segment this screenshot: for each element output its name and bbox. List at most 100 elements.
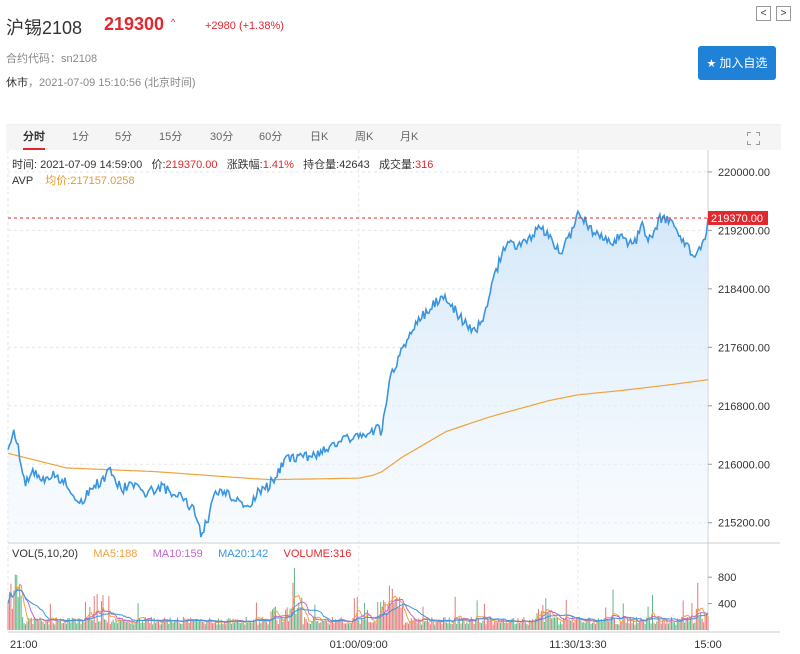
price-label: 价: — [151, 159, 166, 171]
volume-bar — [632, 619, 634, 630]
volume-bar — [222, 624, 224, 630]
volume-bar — [469, 619, 471, 630]
next-arrow-button[interactable]: > — [776, 6, 791, 21]
volume-bar — [25, 624, 27, 630]
volume-bar — [73, 618, 75, 630]
volume-bar — [688, 621, 690, 630]
volume-bar — [197, 621, 199, 630]
volume-bar — [649, 619, 651, 630]
fullscreen-icon[interactable] — [747, 132, 760, 145]
volume-bar — [574, 619, 576, 630]
prev-arrow-button[interactable]: < — [756, 6, 771, 21]
volume-bar — [583, 621, 585, 630]
volume-bar — [239, 623, 241, 630]
tab-daily[interactable]: 日K — [310, 131, 329, 143]
volume-bar — [301, 597, 303, 630]
volume-bar — [190, 617, 192, 630]
volume-bar — [128, 622, 130, 630]
volume-bar — [518, 622, 520, 630]
tab-5min[interactable]: 5分 — [115, 131, 133, 143]
volume-bar — [618, 624, 620, 630]
volume-bar — [695, 608, 697, 630]
volume-bar — [350, 624, 352, 630]
price-tick-label: 218400.00 — [718, 284, 770, 296]
volume-bar — [635, 617, 637, 630]
tab-60min[interactable]: 60分 — [259, 131, 283, 143]
volume-bar — [453, 621, 455, 630]
volume-bar — [244, 624, 246, 630]
volume-bar — [326, 621, 328, 630]
volume-bar — [185, 619, 187, 630]
tab-1min[interactable]: 1分 — [72, 131, 90, 143]
volume-bar — [143, 622, 145, 630]
volume-bar — [485, 624, 487, 630]
volume-bar — [280, 617, 282, 630]
volume-bar — [291, 608, 293, 630]
volume-bar — [366, 609, 369, 630]
volume-bar — [482, 620, 484, 630]
volume-bar — [571, 618, 573, 630]
volume-bar — [573, 622, 575, 630]
volume-bar — [55, 618, 57, 630]
volume-bar — [666, 618, 668, 630]
volume-bar — [406, 622, 408, 630]
volume-bar — [209, 617, 211, 630]
volume-bar — [383, 600, 385, 630]
volume-bar — [48, 624, 50, 630]
volume-bar — [456, 623, 458, 630]
volume-bar — [508, 622, 510, 630]
volume-bar — [352, 618, 354, 630]
volume-bar — [505, 622, 507, 630]
volume-bar — [679, 621, 681, 630]
volume-bar — [131, 622, 133, 630]
volume-bar — [475, 620, 477, 630]
volume-bar — [549, 610, 551, 630]
volume-bar — [581, 622, 583, 630]
volume-bar — [305, 619, 307, 630]
volume-bar — [437, 622, 439, 630]
volume-bar — [163, 617, 165, 630]
tab-intraday[interactable]: 分时 — [23, 125, 45, 150]
volume-bar — [555, 618, 557, 630]
volume-bar — [174, 621, 176, 630]
tab-weekly[interactable]: 周K — [355, 131, 374, 143]
volume-bar — [248, 621, 250, 630]
volume-bar — [701, 618, 703, 630]
volume-bar — [223, 622, 225, 630]
volume-bar — [51, 620, 53, 630]
volume-bar — [616, 624, 618, 630]
volume-bar — [423, 621, 425, 630]
add-watchlist-button[interactable]: ★ 加入自选 — [698, 46, 776, 80]
volume-bar — [61, 623, 63, 630]
volume-bar — [480, 623, 482, 630]
volume-tick-label: 800 — [718, 572, 736, 584]
chart-axes: 219370.00 220000.00 219200.00 218400.00 2176… — [10, 167, 770, 651]
volume-bar — [670, 617, 672, 630]
volume-bar — [39, 617, 41, 630]
volume-bar — [201, 621, 203, 630]
volume-bar — [263, 621, 265, 630]
tab-15min[interactable]: 15分 — [159, 131, 183, 143]
tab-30min[interactable]: 30分 — [210, 131, 234, 143]
volume-bar — [593, 619, 595, 630]
change-pct-label: 涨跌幅: — [226, 159, 263, 171]
volume-bar — [158, 621, 160, 630]
volume-bar — [564, 619, 566, 630]
volume-bar — [535, 618, 537, 630]
volume-bar — [84, 601, 86, 630]
volume-bar — [529, 619, 531, 630]
volume-bar — [242, 622, 244, 630]
volume-bar — [103, 619, 105, 630]
volume-bar — [359, 623, 361, 630]
tab-monthly[interactable]: 月K — [400, 131, 419, 143]
volume-bar — [92, 620, 94, 630]
volume-bar — [140, 623, 142, 630]
volume-bar — [67, 618, 69, 630]
volume-bar — [419, 620, 421, 630]
volume-bar — [177, 617, 179, 630]
volume-bar — [16, 575, 18, 630]
volume-bar — [432, 621, 434, 630]
volume-bar — [238, 622, 240, 630]
volume-bar — [479, 622, 481, 630]
